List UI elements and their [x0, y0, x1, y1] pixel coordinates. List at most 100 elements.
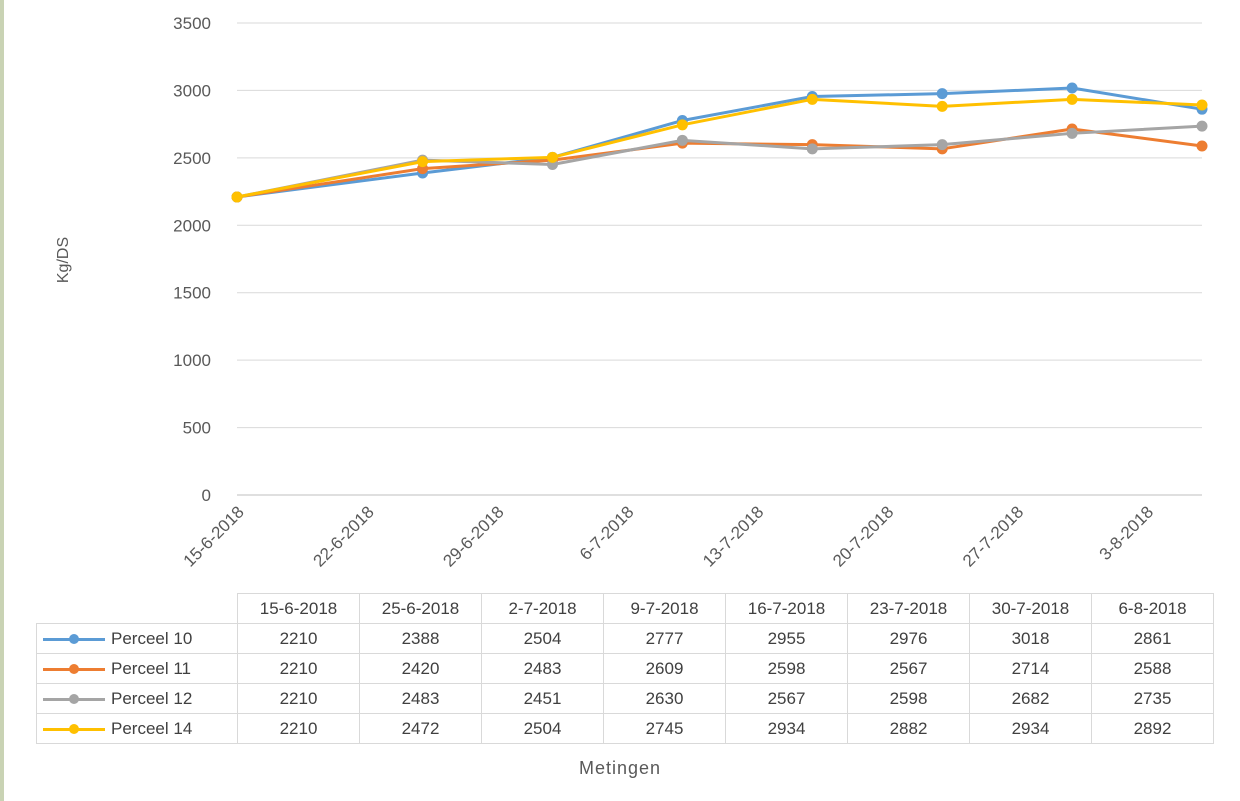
series-name: Perceel 12: [111, 688, 193, 708]
table-column-header: 30-7-2018: [969, 593, 1092, 624]
data-point: [1066, 93, 1078, 105]
table-cell: 2504: [481, 713, 604, 744]
data-point: [936, 88, 948, 100]
y-tick-label: 2000: [173, 216, 211, 235]
table-column-header: 15-6-2018: [237, 593, 360, 624]
x-tick-label: 13-7-2018: [699, 502, 767, 570]
table-column-header: 25-6-2018: [359, 593, 482, 624]
legend-key: [43, 722, 105, 736]
series-name: Perceel 14: [111, 718, 193, 738]
y-tick-label: 1000: [173, 351, 211, 370]
table-cell: 2504: [481, 623, 604, 654]
y-tick-label: 1500: [173, 284, 211, 303]
series-line: [235, 97, 1204, 199]
data-point: [1196, 140, 1208, 152]
data-point: [1066, 127, 1078, 139]
table-cell: 2210: [237, 713, 360, 744]
y-axis-label: Kg/DS: [55, 237, 72, 283]
table-cell: 2955: [725, 623, 848, 654]
line-chart: 0 500 1000 1500 2000 2500 3000 3500 15-6-2018 22…: [55, 14, 1208, 571]
data-point: [806, 93, 818, 105]
table-cell: 2745: [603, 713, 726, 744]
table-cell: 2714: [969, 653, 1092, 684]
data-point: [936, 100, 948, 112]
table-cell: 2472: [359, 713, 482, 744]
legend-entry: Perceel 10: [36, 623, 238, 654]
data-point: [676, 119, 688, 131]
table-cell: 3018: [969, 623, 1092, 654]
table-cell: 2388: [359, 623, 482, 654]
legend-entry: Perceel 14: [36, 713, 238, 744]
x-tick-label: 27-7-2018: [959, 502, 1027, 570]
data-point: [1066, 82, 1078, 94]
table-cell: 2630: [603, 683, 726, 714]
x-tick-label: 6-7-2018: [576, 502, 638, 564]
x-tick-label: 15-6-2018: [180, 502, 248, 570]
table-cell: 2210: [237, 683, 360, 714]
table-cell: 2609: [603, 653, 726, 684]
y-tick-label: 500: [183, 419, 211, 438]
table-corner: [36, 593, 238, 624]
x-tick-labels: 15-6-2018 22-6-2018 29-6-2018 6-7-2018 13-7-…: [180, 502, 1158, 570]
table-row: Perceel 11 2210 2420 2483 2609 2598 2567 2714 25…: [36, 653, 1214, 684]
table-cell: 2976: [847, 623, 970, 654]
table-column-header: 6-8-2018: [1091, 593, 1214, 624]
legend-key: [43, 692, 105, 706]
x-tick-label: 22-6-2018: [309, 502, 377, 570]
series-line: [235, 86, 1204, 199]
table-cell: 2934: [725, 713, 848, 744]
table-column-header: 16-7-2018: [725, 593, 848, 624]
data-point: [1196, 120, 1208, 132]
data-point: [546, 151, 558, 163]
table-cell: 2567: [725, 683, 848, 714]
table-cell: 2598: [847, 683, 970, 714]
data-point: [806, 143, 818, 155]
x-tick-label: 3-8-2018: [1096, 502, 1158, 564]
y-tick-label: 0: [202, 486, 211, 505]
table-column-header: 9-7-2018: [603, 593, 726, 624]
table-cell: 2777: [603, 623, 726, 654]
data-point: [231, 191, 243, 203]
legend-entry: Perceel 12: [36, 683, 238, 714]
table-cell: 2210: [237, 623, 360, 654]
x-tick-label: 20-7-2018: [829, 502, 897, 570]
frame-border: [0, 0, 4, 801]
table-cell: 2735: [1091, 683, 1214, 714]
data-table: 15-6-2018 25-6-2018 2-7-2018 9-7-2018 16-7-2…: [36, 593, 1214, 744]
table-cell: 2861: [1091, 623, 1214, 654]
table-cell: 2483: [481, 653, 604, 684]
table-cell: 2892: [1091, 713, 1214, 744]
data-point: [676, 134, 688, 146]
legend-key: [43, 632, 105, 646]
data-point: [1196, 99, 1208, 111]
series-line: [235, 127, 1204, 199]
table-row: Perceel 10 2210 2388 2504 2777 2955 2976 3018 28…: [36, 623, 1214, 654]
series-line: [235, 124, 1204, 199]
y-tick-label: 2500: [173, 149, 211, 168]
data-point: [417, 156, 429, 168]
table-cell: 2682: [969, 683, 1092, 714]
data-point: [936, 139, 948, 151]
table-cell: 2588: [1091, 653, 1214, 684]
x-axis-label: Metingen: [578, 758, 662, 778]
table-cell: 2934: [969, 713, 1092, 744]
y-tick-label: 3000: [173, 81, 211, 100]
table-column-header: 2-7-2018: [481, 593, 604, 624]
table-cell: 2420: [359, 653, 482, 684]
x-tick-label: 29-6-2018: [439, 502, 507, 570]
table-header-row: 15-6-2018 25-6-2018 2-7-2018 9-7-2018 16-7-2…: [36, 593, 1214, 624]
series-name: Perceel 10: [111, 628, 193, 648]
table-column-header: 23-7-2018: [847, 593, 970, 624]
series-name: Perceel 11: [111, 658, 192, 678]
table-cell: 2483: [359, 683, 482, 714]
gridlines: [237, 22, 1202, 496]
table-cell: 2598: [725, 653, 848, 684]
table-row: Perceel 14 2210 2472 2504 2745 2934 2882 2934 28…: [36, 713, 1214, 744]
legend-key: [43, 662, 105, 676]
table-body: Perceel 10 2210 2388 2504 2777 2955 2976 3018 28…: [36, 623, 1214, 744]
series-lines: [231, 82, 1208, 203]
y-tick-label: 3500: [173, 14, 211, 33]
table-cell: 2451: [481, 683, 604, 714]
legend-entry: Perceel 11: [36, 653, 238, 684]
table-cell: 2567: [847, 653, 970, 684]
